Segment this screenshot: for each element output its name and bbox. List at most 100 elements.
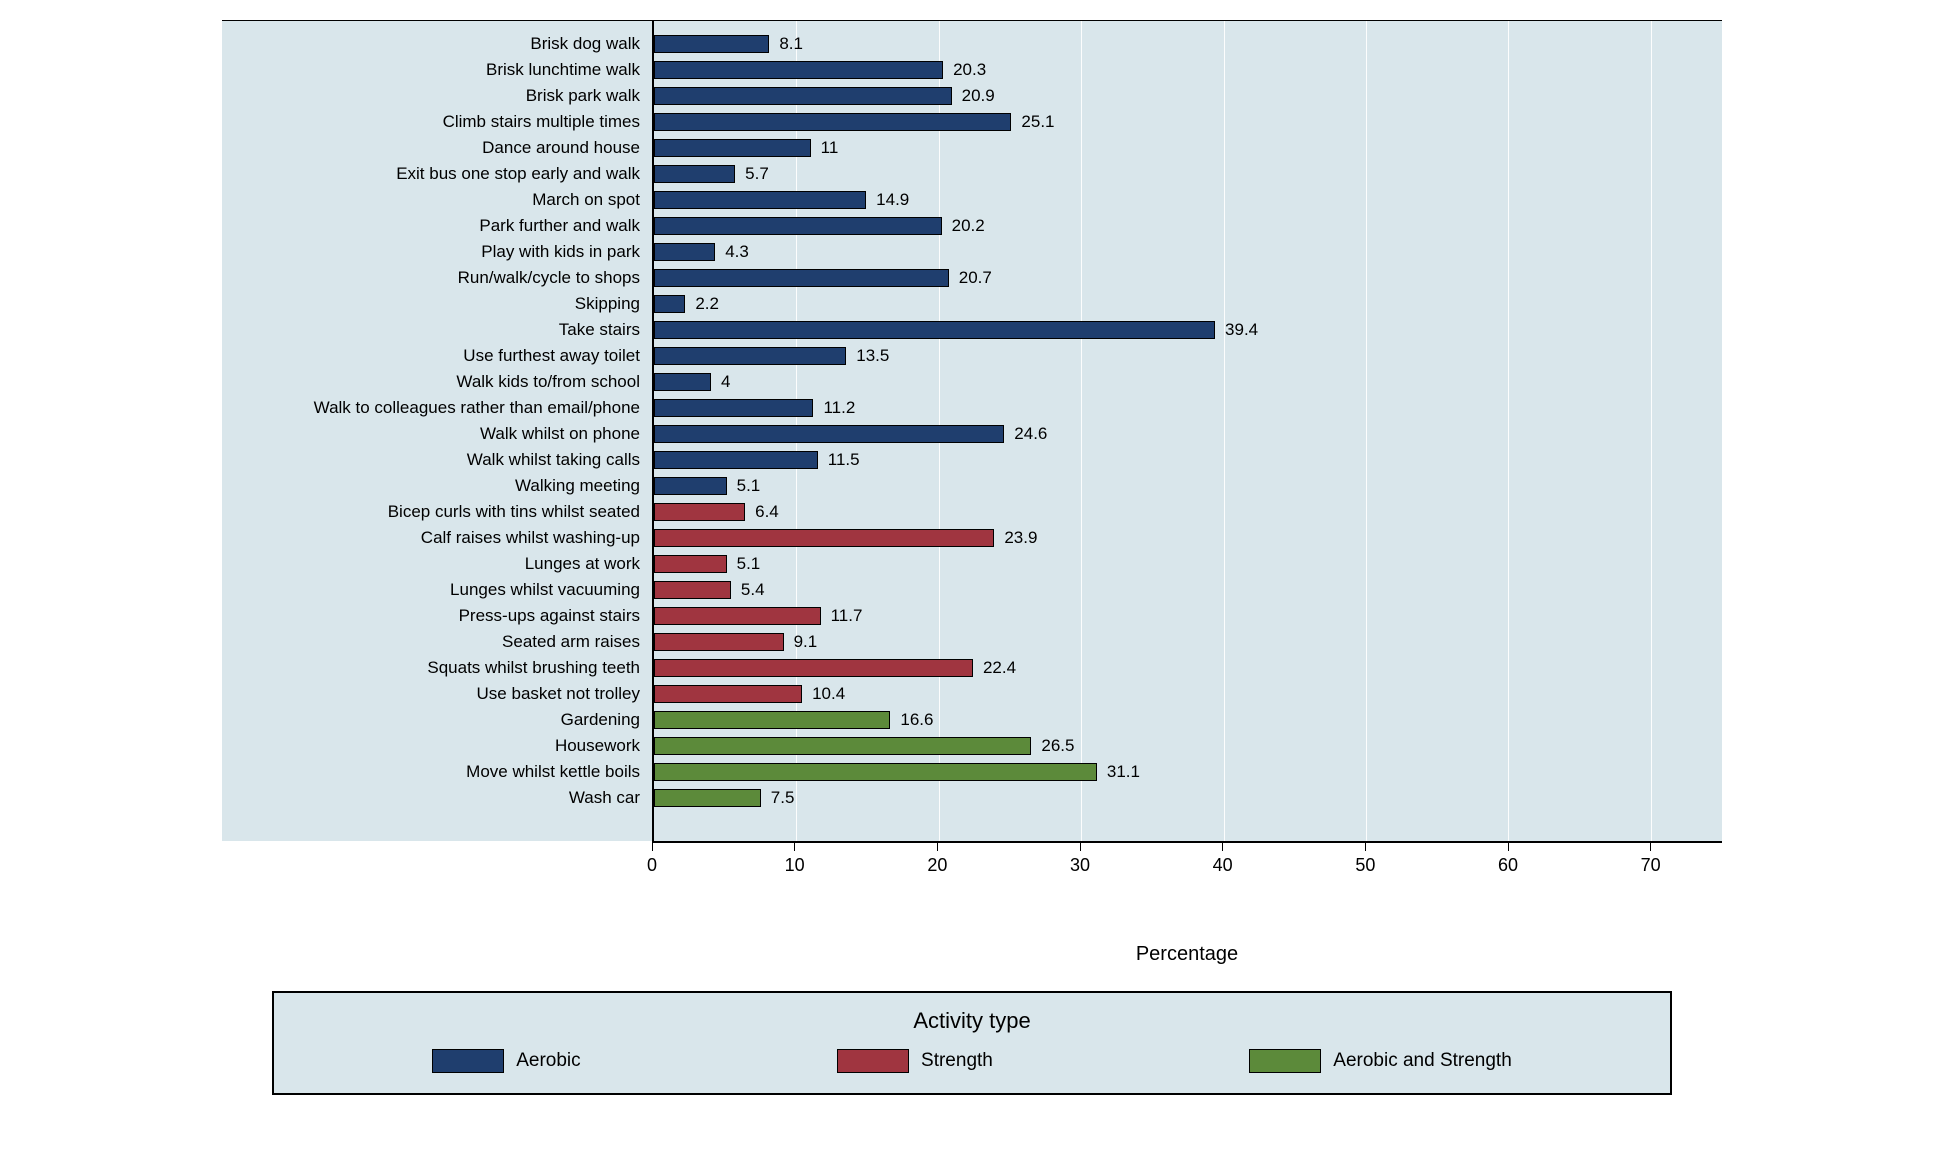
bar xyxy=(654,347,846,365)
bars-inner: 8.120.320.925.1115.714.920.24.320.72.239… xyxy=(654,31,1722,811)
bar-value-label: 8.1 xyxy=(769,34,803,54)
y-label: Take stairs xyxy=(228,317,646,343)
bar-value-label: 2.2 xyxy=(685,294,719,314)
y-label: Play with kids in park xyxy=(228,239,646,265)
bar xyxy=(654,35,769,53)
legend-item-aerobic: Aerobic xyxy=(432,1049,580,1073)
y-label-text: Use basket not trolley xyxy=(477,684,640,704)
x-axis-title: Percentage xyxy=(652,943,1722,966)
bar-value-label: 5.1 xyxy=(727,554,761,574)
y-label: Park further and walk xyxy=(228,213,646,239)
bar xyxy=(654,477,727,495)
bar-value-label: 24.6 xyxy=(1004,424,1047,444)
bar xyxy=(654,581,731,599)
bar xyxy=(654,425,1004,443)
bar-row: 8.1 xyxy=(654,31,1722,57)
y-label: Walking meeting xyxy=(228,473,646,499)
bar-row: 13.5 xyxy=(654,343,1722,369)
bar xyxy=(654,711,890,729)
x-tick-label: 20 xyxy=(922,855,952,876)
legend-item-strength: Strength xyxy=(837,1049,993,1073)
bar xyxy=(654,191,866,209)
y-label: Brisk dog walk xyxy=(228,31,646,57)
bar-value-label: 11.2 xyxy=(813,398,855,418)
y-label: Brisk lunchtime walk xyxy=(228,57,646,83)
bar xyxy=(654,789,761,807)
y-label: Run/walk/cycle to shops xyxy=(228,265,646,291)
y-label: Calf raises whilst washing-up xyxy=(228,525,646,551)
y-label: Seated arm raises xyxy=(228,629,646,655)
y-label-text: Squats whilst brushing teeth xyxy=(427,658,640,678)
bar-row: 20.9 xyxy=(654,83,1722,109)
legend-title: Activity type xyxy=(304,1008,1640,1034)
y-label: Walk whilst on phone xyxy=(228,421,646,447)
x-tick-label: 70 xyxy=(1636,855,1666,876)
y-label: Bicep curls with tins whilst seated xyxy=(228,499,646,525)
bar-value-label: 20.2 xyxy=(942,216,985,236)
y-label: Walk whilst taking calls xyxy=(228,447,646,473)
bar-row: 5.1 xyxy=(654,551,1722,577)
bar-value-label: 11.5 xyxy=(818,450,860,470)
bar xyxy=(654,503,745,521)
bar-value-label: 39.4 xyxy=(1215,320,1258,340)
bar xyxy=(654,659,973,677)
bar xyxy=(654,685,802,703)
bar-row: 20.3 xyxy=(654,57,1722,83)
y-label: Gardening xyxy=(228,707,646,733)
bar-value-label: 5.4 xyxy=(731,580,765,600)
bar-row: 26.5 xyxy=(654,733,1722,759)
y-label: Dance around house xyxy=(228,135,646,161)
x-tick-label: 50 xyxy=(1350,855,1380,876)
y-label-text: Seated arm raises xyxy=(502,632,640,652)
bar-row: 20.2 xyxy=(654,213,1722,239)
bar xyxy=(654,269,949,287)
x-tick-label: 60 xyxy=(1493,855,1523,876)
y-label-text: Brisk lunchtime walk xyxy=(486,60,640,80)
y-label: March on spot xyxy=(228,187,646,213)
bar-row: 7.5 xyxy=(654,785,1722,811)
bar xyxy=(654,399,813,417)
bar-row: 9.1 xyxy=(654,629,1722,655)
legend-label-both: Aerobic and Strength xyxy=(1333,1050,1512,1072)
y-label-text: Walk kids to/from school xyxy=(456,372,640,392)
y-label-text: Take stairs xyxy=(559,320,640,340)
bar-value-label: 11.7 xyxy=(821,606,863,626)
legend: Activity type Aerobic Strength Aerobic a… xyxy=(272,991,1672,1095)
bar xyxy=(654,529,994,547)
bar-row: 10.4 xyxy=(654,681,1722,707)
x-tick: 70 xyxy=(1636,843,1666,876)
y-label: Brisk park walk xyxy=(228,83,646,109)
x-axis: 010203040506070 xyxy=(652,841,1722,893)
bar-value-label: 23.9 xyxy=(994,528,1037,548)
y-label: Exit bus one stop early and walk xyxy=(228,161,646,187)
x-tick: 20 xyxy=(922,843,952,876)
y-label-text: Climb stairs multiple times xyxy=(443,112,640,132)
y-label: Use furthest away toilet xyxy=(228,343,646,369)
legend-swatch-strength xyxy=(837,1049,909,1073)
bar-row: 6.4 xyxy=(654,499,1722,525)
y-label-text: Exit bus one stop early and walk xyxy=(396,164,640,184)
bar-value-label: 11 xyxy=(811,138,839,158)
bar-row: 39.4 xyxy=(654,317,1722,343)
y-label-text: Move whilst kettle boils xyxy=(466,762,640,782)
bar-value-label: 5.1 xyxy=(727,476,761,496)
y-label-text: March on spot xyxy=(532,190,640,210)
bar xyxy=(654,737,1031,755)
y-labels-column: Brisk dog walk Brisk lunchtime walk Brisk … xyxy=(222,21,652,841)
bar-value-label: 9.1 xyxy=(784,632,818,652)
y-label-text: Run/walk/cycle to shops xyxy=(458,268,640,288)
y-label: Walk kids to/from school xyxy=(228,369,646,395)
bar xyxy=(654,113,1011,131)
bar-row: 23.9 xyxy=(654,525,1722,551)
y-label-text: Gardening xyxy=(561,710,640,730)
y-label-text: Walking meeting xyxy=(515,476,640,496)
bar xyxy=(654,295,685,313)
y-label-text: Walk whilst on phone xyxy=(480,424,640,444)
y-label: Press-ups against stairs xyxy=(228,603,646,629)
plot-area: Brisk dog walk Brisk lunchtime walk Brisk … xyxy=(222,20,1722,841)
bar xyxy=(654,165,735,183)
x-tick-label: 40 xyxy=(1208,855,1238,876)
bar-value-label: 4 xyxy=(711,372,730,392)
y-label-text: Bicep curls with tins whilst seated xyxy=(388,502,640,522)
y-label: Housework xyxy=(228,733,646,759)
